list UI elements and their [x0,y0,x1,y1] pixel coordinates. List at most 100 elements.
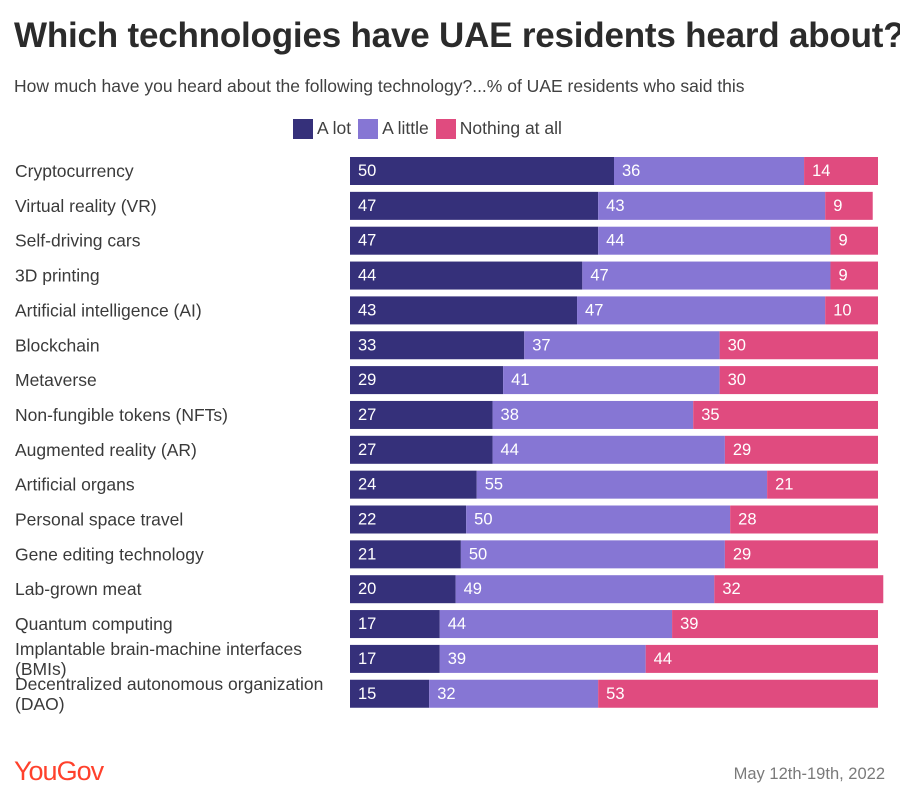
category-label-3: Self-driving cars [15,231,141,251]
data-label-a-little-14: 44 [448,615,466,633]
bar-segment-a-lot-6 [350,331,525,360]
category-label-14: Quantum computing [15,614,173,634]
data-label-a-lot-4: 44 [358,267,376,285]
stacked-bar-chart: Cryptocurrency 50 36 14 Virtual reality (VR)… [15,157,884,714]
bar-segment-nothing-at-all-1 [804,157,878,185]
bar-segment-nothing-at-all-15 [645,644,878,673]
category-label-5: Artificial intelligence (AI) [15,300,202,320]
data-label-a-lot-2: 47 [358,197,376,215]
bar-segment-nothing-at-all-10 [767,470,878,499]
data-label-a-lot-10: 24 [358,476,376,494]
bar-segment-a-lot-1 [350,157,614,185]
bar-segment-a-little-1 [614,157,805,185]
bar-segment-a-little-14 [439,610,673,639]
data-label-a-lot-6: 33 [358,336,376,354]
category-label-10: Artificial organs [15,475,135,495]
bar-segment-a-little-3 [598,226,831,255]
data-label-nothing-at-all-12: 29 [733,545,751,563]
data-label-a-little-2: 43 [606,197,624,215]
bar-segment-a-lot-15 [350,644,440,673]
data-label-nothing-at-all-5: 10 [833,301,851,319]
category-label-8: Non-fungible tokens (NFTs) [15,405,228,425]
legend-swatch-a-lot [293,118,313,139]
data-label-a-little-7: 41 [511,371,529,389]
bar-segment-a-lot-2 [350,191,599,220]
data-label-nothing-at-all-6: 30 [728,336,746,354]
category-label-15: Implantable brain-machine interfaces (BMI… [15,639,302,679]
bar-segment-nothing-at-all-6 [719,331,878,360]
data-label-a-lot-13: 20 [358,580,376,598]
bar-segment-nothing-at-all-8 [693,400,878,429]
legend-label-a-lot: A lot [317,118,352,138]
data-label-a-little-5: 47 [585,301,603,319]
bar-segment-nothing-at-all-13 [714,575,884,604]
data-label-nothing-at-all-7: 30 [728,371,746,389]
data-label-a-lot-9: 27 [358,441,376,459]
data-label-a-lot-3: 47 [358,232,376,250]
bar-segment-a-lot-16 [350,679,430,708]
category-label-4: 3D printing [15,266,100,286]
category-label-16: Decentralized autonomous organization (DA… [15,674,323,714]
data-label-a-little-9: 44 [501,441,519,459]
bar-segment-a-lot-14 [350,610,440,639]
bar-segment-a-little-11 [466,505,731,534]
legend-item-nothing: Nothing at all [435,118,562,139]
data-label-a-little-1: 36 [622,162,640,180]
legend-label-nothing: Nothing at all [459,118,562,138]
category-label-2: Virtual reality (VR) [15,196,157,216]
data-label-nothing-at-all-14: 39 [680,615,698,633]
survey-date: May 12th-19th, 2022 [733,765,885,783]
bar-segment-a-lot-13 [350,575,456,604]
bar-segment-nothing-at-all-2 [825,191,873,220]
data-label-a-lot-15: 17 [358,650,376,668]
data-label-a-little-12: 50 [469,545,487,563]
data-label-nothing-at-all-2: 9 [833,197,842,215]
data-label-nothing-at-all-15: 44 [654,650,672,668]
bar-segment-a-lot-11 [350,505,467,534]
category-label-9: Augmented reality (AR) [15,440,197,460]
category-label-7: Metaverse [15,370,97,390]
data-label-nothing-at-all-1: 14 [812,162,830,180]
bar-segment-a-lot-7 [350,366,504,395]
bar-segment-a-little-6 [524,331,720,360]
data-label-a-lot-12: 21 [358,545,376,563]
bar-segment-a-little-7 [503,366,720,395]
bar-segment-a-lot-3 [350,226,599,255]
data-label-a-lot-1: 50 [358,162,376,180]
category-label-13: Lab-grown meat [15,579,142,599]
bar-segment-nothing-at-all-9 [724,435,878,464]
data-label-a-little-16: 32 [437,685,455,703]
data-label-nothing-at-all-9: 29 [733,441,751,459]
bar-segment-nothing-at-all-12 [724,540,878,569]
chart-title: Which technologies have UAE residents he… [14,16,900,55]
bar-segment-nothing-at-all-7 [719,366,878,395]
data-label-a-lot-14: 17 [358,615,376,633]
data-label-a-lot-16: 15 [358,685,376,703]
bar-segment-nothing-at-all-16 [598,679,878,708]
bar-segment-a-lot-9 [350,435,493,464]
bar-segment-a-little-2 [598,191,826,220]
data-label-nothing-at-all-13: 32 [722,580,740,598]
bar-segment-a-little-15 [439,644,646,673]
bar-segment-a-lot-10 [350,470,477,499]
legend-item-a-little: A little [358,118,429,139]
data-label-a-lot-8: 27 [358,406,376,424]
data-label-nothing-at-all-3: 9 [838,232,847,250]
data-label-a-little-10: 55 [485,476,503,494]
bar-segment-a-lot-4 [350,261,583,290]
bar-segment-a-little-4 [582,261,831,290]
legend-swatch-a-little [358,118,379,139]
legend: A lot A little Nothing at all [293,118,569,139]
data-label-nothing-at-all-4: 9 [838,267,847,285]
data-label-nothing-at-all-8: 35 [701,406,719,424]
data-label-a-lot-11: 22 [358,511,376,529]
bar-segment-nothing-at-all-3 [830,226,878,255]
bar-segment-a-little-12 [460,540,725,569]
data-label-a-lot-5: 43 [358,301,376,319]
bar-segment-a-lot-8 [350,400,493,429]
category-label-6: Blockchain [15,335,100,355]
data-label-nothing-at-all-10: 21 [775,476,793,494]
bar-segment-a-little-10 [476,470,768,499]
category-label-11: Personal space travel [15,510,183,530]
data-label-a-little-6: 37 [532,336,550,354]
